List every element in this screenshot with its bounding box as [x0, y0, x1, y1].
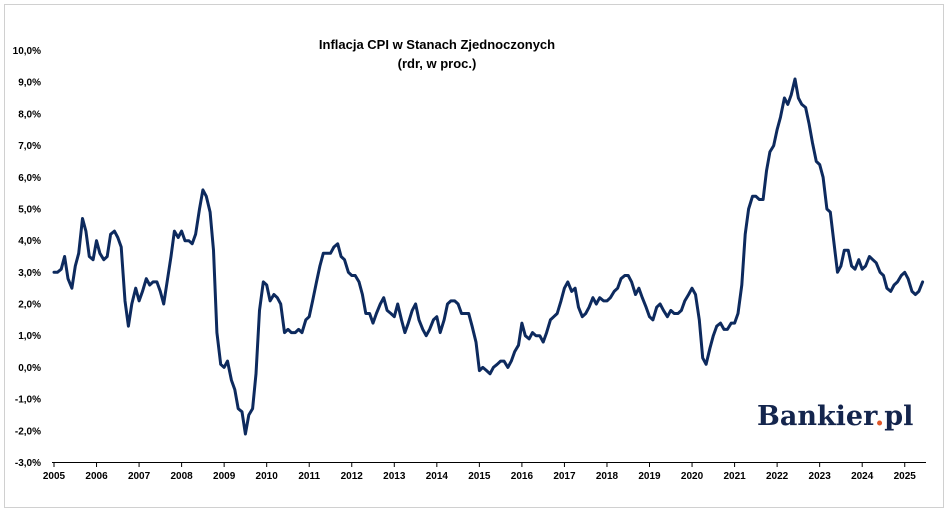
- x-tick-label: 2020: [681, 471, 704, 482]
- x-tick-label: 2021: [723, 471, 746, 482]
- x-tick-label: 2012: [341, 471, 364, 482]
- y-tick-label: 10,0%: [13, 46, 41, 57]
- cpi-series-line: [52, 77, 925, 436]
- chart-subtitle: (rdr, w proc.): [398, 56, 477, 71]
- x-axis: 2005 2006 2007 2008 2009 2010 2011 2012 2013 2014…: [43, 462, 917, 482]
- x-tick-label: 2015: [468, 471, 491, 482]
- y-axis: -3,0% -2,0% -1,0% 0,0% 1,0% 2,0% 3,0% 4,0% 5,0% 6…: [13, 46, 41, 469]
- x-tick-label: 2006: [85, 471, 108, 482]
- x-tick-label: 2010: [256, 471, 279, 482]
- x-tick-label: 2025: [894, 471, 917, 482]
- chart-title: Inflacja CPI w Stanach Zjednoczonych: [319, 37, 555, 52]
- x-tick-label: 2013: [383, 471, 406, 482]
- y-tick-label: 0,0%: [18, 363, 41, 374]
- x-tick-label: 2018: [596, 471, 619, 482]
- y-tick-label: -2,0%: [15, 426, 41, 437]
- series-layer: [52, 77, 925, 436]
- y-tick-label: 2,0%: [18, 300, 41, 311]
- y-tick-label: -1,0%: [15, 395, 41, 406]
- y-tick-label: 7,0%: [18, 141, 41, 152]
- x-tick-label: 2023: [809, 471, 832, 482]
- x-tick-label: 2005: [43, 471, 66, 482]
- x-tick-label: 2016: [511, 471, 534, 482]
- bankier-logo: Bankier.pl: [757, 401, 913, 432]
- y-tick-label: 4,0%: [18, 236, 41, 247]
- y-tick-label: 8,0%: [18, 109, 41, 120]
- x-tick-label: 2009: [213, 471, 236, 482]
- y-tick-label: 5,0%: [18, 204, 41, 215]
- svg-text:Bankier.pl: Bankier.pl: [757, 401, 913, 432]
- x-tick-label: 2022: [766, 471, 789, 482]
- x-tick-label: 2014: [426, 471, 449, 482]
- y-tick-label: 6,0%: [18, 173, 41, 184]
- y-tick-label: 1,0%: [18, 331, 41, 342]
- chart-border: [4, 4, 944, 508]
- x-tick-label: 2024: [851, 471, 874, 482]
- x-tick-label: 2017: [553, 471, 576, 482]
- y-tick-label: -3,0%: [15, 458, 41, 469]
- x-tick-label: 2008: [170, 471, 193, 482]
- x-tick-label: 2011: [298, 471, 320, 482]
- y-tick-label: 3,0%: [18, 268, 41, 279]
- logo-text-main: Bankier: [757, 401, 878, 432]
- logo-text-suffix: pl: [884, 401, 913, 432]
- x-tick-label: 2019: [638, 471, 661, 482]
- x-tick-label: 2007: [128, 471, 151, 482]
- logo-dot: .: [875, 401, 884, 432]
- y-tick-label: 9,0%: [18, 78, 41, 89]
